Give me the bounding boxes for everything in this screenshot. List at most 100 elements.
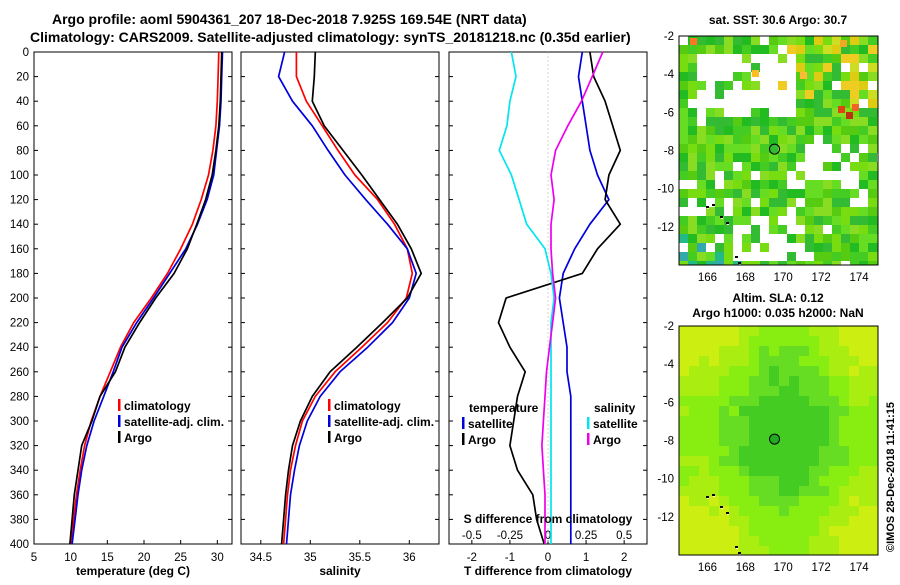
sla-cell xyxy=(809,536,819,546)
sst-cell xyxy=(778,81,787,90)
sla-cell xyxy=(849,506,859,516)
sst-cell xyxy=(823,216,832,225)
sla-cell xyxy=(689,346,699,356)
sla-cell xyxy=(809,446,819,456)
title-line-1: Argo profile: aoml 5904361_207 18-Dec-20… xyxy=(52,11,527,27)
sst-cell xyxy=(733,171,742,180)
sla-cell xyxy=(739,386,749,396)
sst-cell xyxy=(706,36,715,45)
sst-cell xyxy=(688,162,697,171)
sst-cell xyxy=(814,63,823,72)
sst-warm-cell xyxy=(838,106,845,113)
map-y-tick-label: -10 xyxy=(657,474,674,486)
sla-cell xyxy=(709,546,719,555)
sla-cell xyxy=(769,496,779,506)
sst-cell xyxy=(769,153,778,162)
sst-cell xyxy=(679,261,688,265)
sst-cell xyxy=(751,162,760,171)
sla-cell xyxy=(719,486,729,496)
sst-cell xyxy=(679,252,688,261)
sla-cell xyxy=(829,426,839,436)
sst-cell xyxy=(805,99,814,108)
legend-swatch-t-satellite xyxy=(462,417,465,429)
sla-cell xyxy=(859,446,869,456)
depth-tick-label: 20 xyxy=(16,72,29,84)
sst-cell xyxy=(769,171,778,180)
sst-cell xyxy=(724,153,733,162)
sla-cell xyxy=(709,496,719,506)
sst-cell xyxy=(814,234,823,243)
sst-map-cells xyxy=(679,36,878,265)
sla-cell xyxy=(759,406,769,416)
sla-cell xyxy=(859,456,869,466)
sst-map xyxy=(679,36,878,265)
sla-cell xyxy=(809,356,819,366)
sla-cell xyxy=(749,426,759,436)
depth-tick-label: 60 xyxy=(16,121,29,133)
sla-cell xyxy=(739,416,749,426)
sla-cell xyxy=(759,476,769,486)
sla-cell xyxy=(769,466,779,476)
s-diff-tick-label: -0.25 xyxy=(497,530,523,542)
sla-cell xyxy=(739,326,749,336)
sla-cell xyxy=(869,466,878,476)
sla-map-frame xyxy=(678,325,879,556)
sla-cell xyxy=(859,376,869,386)
sst-cell xyxy=(706,225,715,234)
sla-cell xyxy=(819,386,829,396)
x-tick-label: 0 xyxy=(545,552,551,564)
sla-cell xyxy=(709,376,719,386)
sla-cell xyxy=(689,336,699,346)
sst-warm-cell xyxy=(846,112,853,119)
sla-cell xyxy=(689,516,699,526)
sla-cell xyxy=(849,396,859,406)
sla-cell xyxy=(869,486,878,496)
sst-cell xyxy=(715,162,724,171)
sla-cell xyxy=(679,356,689,366)
sst-cell xyxy=(841,99,850,108)
sst-cell xyxy=(805,225,814,234)
sla-cell xyxy=(709,326,719,336)
sla-cell xyxy=(709,386,719,396)
sla-cell xyxy=(689,436,699,446)
sst-cell xyxy=(814,180,823,189)
sla-cell xyxy=(849,516,859,526)
sst-cell xyxy=(850,189,859,198)
legend-label-argo: Argo xyxy=(334,431,362,445)
sla-cell xyxy=(789,526,799,536)
sst-cell xyxy=(733,144,742,153)
legend-label-argo: Argo xyxy=(124,431,152,445)
sst-cell xyxy=(688,126,697,135)
sla-cell xyxy=(779,436,789,446)
sla-cell xyxy=(819,436,829,446)
sla-cell xyxy=(819,526,829,536)
sst-cell xyxy=(859,54,868,63)
sla-cell xyxy=(749,356,759,366)
x-tick-label: 5 xyxy=(31,552,37,564)
sst-cell xyxy=(742,207,751,216)
island xyxy=(712,204,715,206)
sla-cell xyxy=(799,516,809,526)
sst-cell xyxy=(859,234,868,243)
sla-cell xyxy=(769,506,779,516)
sla-cell xyxy=(809,516,819,526)
sst-cell xyxy=(715,261,724,265)
sst-cell xyxy=(868,225,877,234)
sst-cell xyxy=(679,144,688,153)
sst-cell xyxy=(706,144,715,153)
sst-cell xyxy=(715,126,724,135)
sla-cell xyxy=(789,426,799,436)
sst-cell xyxy=(751,108,760,117)
map-y-tick-label: -12 xyxy=(657,222,674,234)
sla-cell xyxy=(719,416,729,426)
sst-cell xyxy=(706,126,715,135)
sst-cell xyxy=(778,54,787,63)
sst-cell xyxy=(688,171,697,180)
sla-cell xyxy=(719,506,729,516)
sla-cell xyxy=(809,466,819,476)
sla-cell xyxy=(859,356,869,366)
sst-cell xyxy=(805,90,814,99)
sla-cell xyxy=(729,436,739,446)
sla-cell xyxy=(749,506,759,516)
sst-cell xyxy=(805,36,814,45)
